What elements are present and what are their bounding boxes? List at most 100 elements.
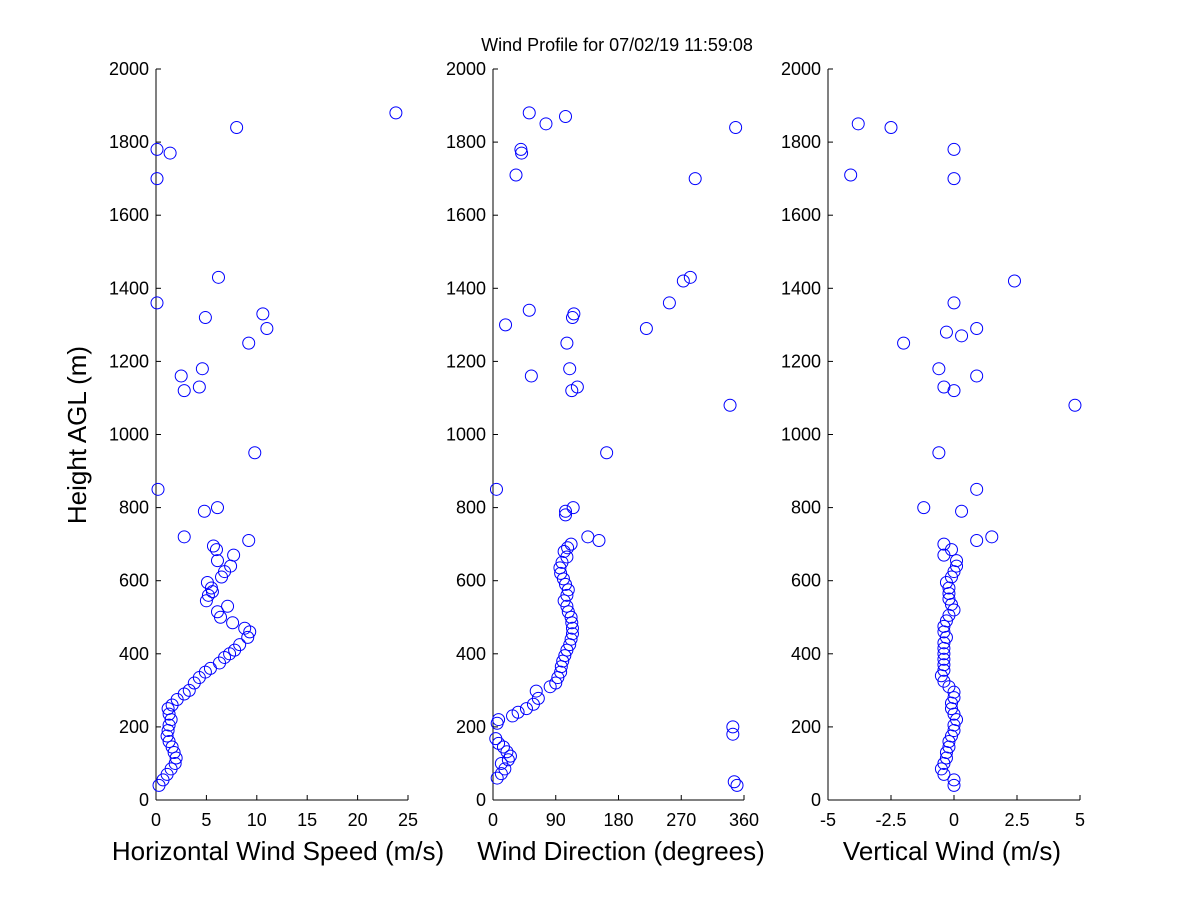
data-point-vertical bbox=[932, 362, 946, 376]
data-point-speed bbox=[201, 588, 215, 602]
data-point-speed bbox=[168, 756, 182, 770]
data-point-speed bbox=[210, 501, 224, 515]
y-tick-label-direction: 200 bbox=[456, 717, 486, 737]
panel-direction: 0 200 400 600 800 1000 1200 1400 1600 1800 2000 0 90… bbox=[446, 59, 765, 866]
y-tick-label-speed: 2000 bbox=[109, 59, 149, 79]
data-point-vertical bbox=[937, 658, 951, 672]
data-point-speed bbox=[164, 762, 178, 776]
y-tick-label-speed: 1000 bbox=[109, 425, 149, 445]
data-point-vertical bbox=[851, 117, 865, 131]
x-axis-label-vertical: Vertical Wind (m/s) bbox=[843, 836, 1061, 866]
y-tick-label-vertical: 1800 bbox=[781, 132, 821, 152]
series-vertical bbox=[844, 117, 1082, 792]
y-tick-label-vertical: 2000 bbox=[781, 59, 821, 79]
data-point-direction bbox=[494, 756, 508, 770]
data-point-speed bbox=[151, 482, 165, 496]
y-tick-label-direction: 400 bbox=[456, 644, 486, 664]
data-point-direction bbox=[558, 649, 572, 663]
data-point-vertical bbox=[917, 501, 931, 515]
data-point-direction bbox=[496, 740, 510, 754]
y-tick-label-speed: 1600 bbox=[109, 205, 149, 225]
data-point-vertical bbox=[937, 641, 951, 655]
x-tick-label-vertical: -2.5 bbox=[875, 810, 906, 830]
data-point-speed bbox=[248, 446, 262, 460]
y-tick-label-direction: 600 bbox=[456, 571, 486, 591]
data-point-direction bbox=[561, 541, 575, 555]
data-point-direction bbox=[592, 533, 606, 547]
data-point-speed bbox=[167, 745, 181, 759]
x-tick-label-vertical: -5 bbox=[820, 810, 836, 830]
data-point-direction bbox=[688, 172, 702, 186]
data-point-vertical bbox=[897, 336, 911, 350]
data-point-direction bbox=[501, 753, 515, 767]
data-point-vertical bbox=[937, 663, 951, 677]
data-point-speed bbox=[197, 504, 211, 518]
data-point-vertical bbox=[947, 142, 961, 156]
x-tick-label-direction: 180 bbox=[603, 810, 633, 830]
data-point-vertical bbox=[985, 530, 999, 544]
data-point-speed bbox=[200, 576, 214, 590]
data-point-speed bbox=[206, 539, 220, 553]
data-point-speed bbox=[150, 142, 164, 156]
data-point-direction bbox=[727, 775, 741, 789]
y-tick-label-vertical: 1400 bbox=[781, 278, 821, 298]
data-point-direction bbox=[499, 318, 513, 332]
x-tick-label-direction: 270 bbox=[666, 810, 696, 830]
y-axis-label: Height AGL (m) bbox=[62, 346, 92, 524]
data-point-direction bbox=[522, 106, 536, 120]
data-point-vertical bbox=[947, 172, 961, 186]
y-tick-label-speed: 400 bbox=[119, 644, 149, 664]
data-point-direction bbox=[519, 702, 533, 716]
data-point-direction bbox=[676, 274, 690, 288]
data-point-vertical bbox=[939, 325, 953, 339]
data-point-direction bbox=[559, 110, 573, 124]
data-point-vertical bbox=[937, 537, 951, 551]
y-tick-label-speed: 1200 bbox=[109, 351, 149, 371]
data-point-speed bbox=[174, 369, 188, 383]
y-tick-label-speed: 800 bbox=[119, 498, 149, 518]
data-point-speed bbox=[221, 599, 235, 613]
data-point-vertical bbox=[970, 482, 984, 496]
data-point-direction bbox=[522, 303, 536, 317]
y-tick-label-direction: 1600 bbox=[446, 205, 486, 225]
data-point-direction bbox=[511, 705, 525, 719]
y-tick-label-vertical: 800 bbox=[791, 498, 821, 518]
data-point-speed bbox=[210, 554, 224, 568]
data-point-vertical bbox=[942, 592, 956, 606]
data-point-direction bbox=[726, 720, 740, 734]
y-tick-label-speed: 200 bbox=[119, 717, 149, 737]
data-point-direction bbox=[683, 270, 697, 284]
data-point-vertical bbox=[950, 554, 964, 568]
data-point-speed bbox=[177, 530, 191, 544]
data-point-speed bbox=[160, 767, 174, 781]
data-point-speed bbox=[226, 616, 240, 630]
data-point-direction bbox=[489, 732, 503, 746]
data-point-speed bbox=[150, 172, 164, 186]
data-point-direction bbox=[554, 566, 568, 580]
data-point-vertical bbox=[1068, 398, 1082, 412]
data-point-direction bbox=[581, 530, 595, 544]
x-tick-label-direction: 90 bbox=[546, 810, 566, 830]
data-point-speed bbox=[199, 594, 213, 608]
data-point-vertical bbox=[970, 533, 984, 547]
data-point-speed bbox=[209, 543, 223, 557]
data-point-speed bbox=[233, 638, 247, 652]
data-point-speed bbox=[242, 336, 256, 350]
x-tick-label-speed: 0 bbox=[151, 810, 161, 830]
data-point-speed bbox=[241, 630, 255, 644]
data-point-direction bbox=[565, 627, 579, 641]
data-point-speed bbox=[242, 533, 256, 547]
y-tick-label-direction: 1000 bbox=[446, 425, 486, 445]
data-point-speed bbox=[156, 773, 170, 787]
data-point-speed bbox=[163, 146, 177, 160]
data-point-vertical bbox=[884, 120, 898, 134]
x-tick-label-direction: 0 bbox=[488, 810, 498, 830]
data-point-vertical bbox=[955, 329, 969, 343]
x-tick-label-vertical: 0 bbox=[949, 810, 959, 830]
y-tick-label-direction: 1400 bbox=[446, 278, 486, 298]
data-point-direction bbox=[566, 501, 580, 515]
data-point-vertical bbox=[932, 446, 946, 460]
data-point-direction bbox=[503, 749, 517, 763]
data-point-vertical bbox=[947, 384, 961, 398]
